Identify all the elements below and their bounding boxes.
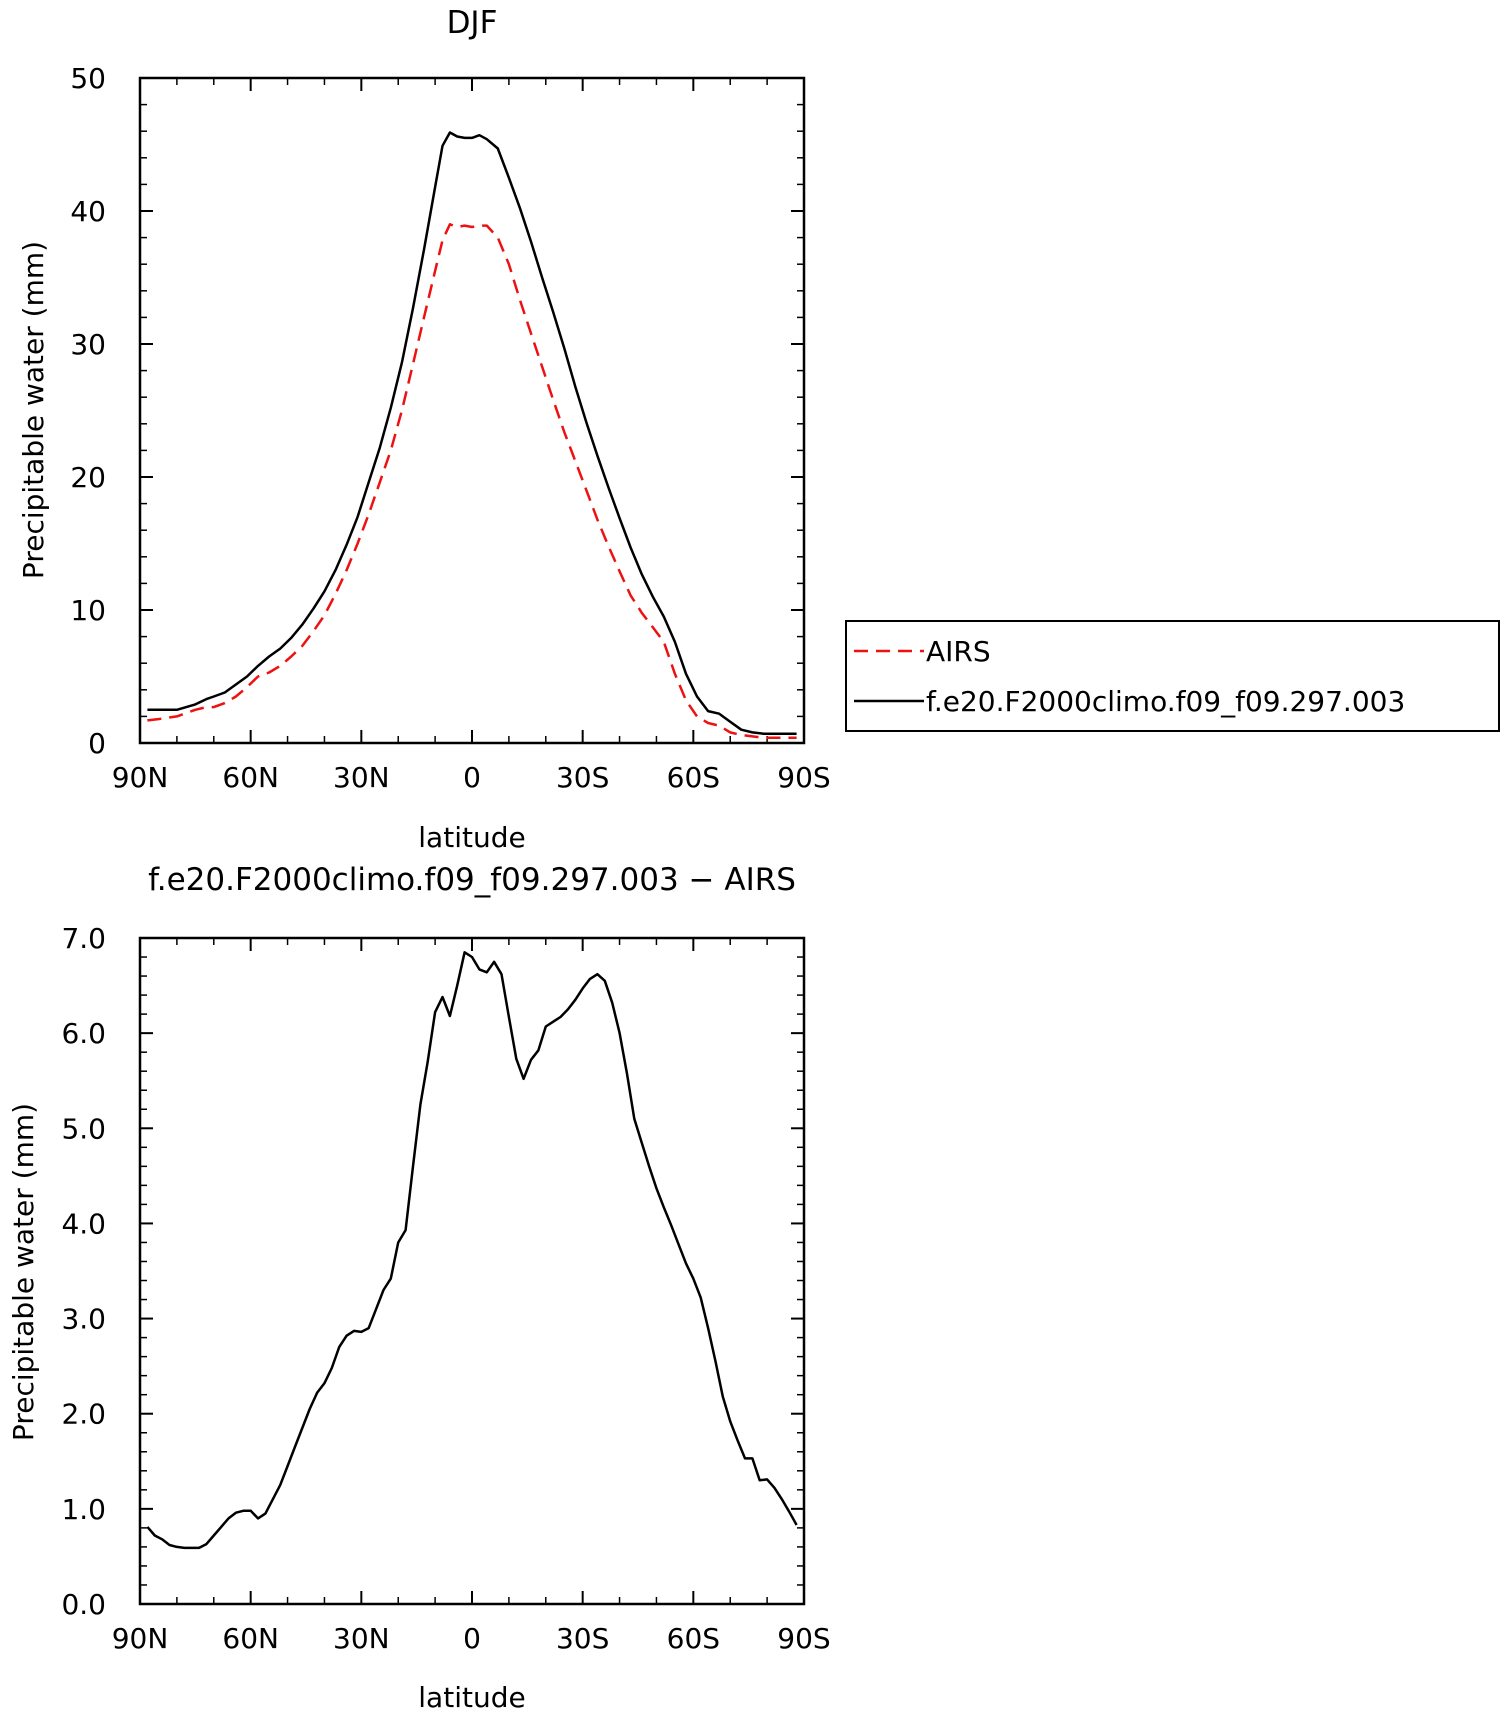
y-tick-label: 6.0 (61, 1017, 106, 1050)
y-tick-label: 4.0 (61, 1207, 106, 1240)
x-tick-label: 0 (463, 1622, 481, 1655)
series-line-difference (146, 951, 798, 1550)
legend: AIRS f.e20.F2000climo.f09_f09.297.003 (845, 620, 1500, 732)
top-chart: DJF 90N 60N 30N 0 30S 60S 90S 0 10 20 30 40 50 latit… (17, 5, 831, 854)
x-tick-label: 60S (667, 761, 720, 794)
bottom-chart: f.e20.F2000climo.f09_f09.297.003 − AIRS … (7, 862, 831, 1714)
top-plot-frame (138, 76, 806, 745)
y-tick-label: 50 (70, 62, 106, 95)
y-tick-label: 40 (70, 195, 106, 228)
x-tick-label: 60N (222, 1622, 279, 1655)
x-tick-label: 90N (112, 761, 169, 794)
y-tick-label: 10 (70, 594, 106, 627)
top-series (147, 131, 797, 739)
legend-model-label: f.e20.F2000climo.f09_f09.297.003 (926, 685, 1405, 718)
bottom-chart-title: f.e20.F2000climo.f09_f09.297.003 − AIRS (148, 862, 796, 898)
top-chart-title: DJF (447, 5, 498, 41)
x-tick-label: 30S (556, 1622, 609, 1655)
legend-airs-label: AIRS (926, 635, 991, 668)
bottom-plot-frame (138, 936, 806, 1606)
x-tick-label: 30N (333, 761, 390, 794)
x-tick-label: 90S (777, 1622, 830, 1655)
bottom-x-axis-label: latitude (418, 1681, 525, 1714)
x-tick-label: 90N (112, 1622, 169, 1655)
x-tick-label: 60N (222, 761, 279, 794)
bottom-ticks: 90N 60N 30N 0 30S 60S 90S 0.0 1.0 2.0 3.0 4.0 5.0 6.0… (61, 922, 830, 1655)
y-tick-label: 5.0 (61, 1112, 106, 1145)
top-x-axis-label: latitude (418, 821, 525, 854)
bottom-y-axis-label: Precipitable water (mm) (7, 1103, 40, 1441)
legend-box (845, 620, 1500, 732)
series-line-airs (147, 223, 797, 739)
x-tick-label: 30N (333, 1622, 390, 1655)
x-tick-label: 90S (777, 761, 830, 794)
x-tick-label: 60S (667, 1622, 720, 1655)
y-tick-label: 1.0 (61, 1493, 106, 1526)
bottom-series (146, 951, 798, 1550)
y-tick-label: 7.0 (61, 922, 106, 955)
y-tick-label: 2.0 (61, 1398, 106, 1431)
series-line-f-e20-f2000climo-f09-f09-297-003 (147, 131, 797, 735)
y-tick-label: 3.0 (61, 1303, 106, 1336)
x-tick-label: 0 (463, 761, 481, 794)
x-tick-label: 30S (556, 761, 609, 794)
y-tick-label: 0 (88, 727, 106, 760)
top-ticks: 90N 60N 30N 0 30S 60S 90S 0 10 20 30 40 50 (70, 62, 830, 794)
y-tick-label: 20 (70, 461, 106, 494)
y-tick-label: 30 (70, 328, 106, 361)
top-y-axis-label: Precipitable water (mm) (17, 241, 50, 579)
y-tick-label: 0.0 (61, 1588, 106, 1621)
